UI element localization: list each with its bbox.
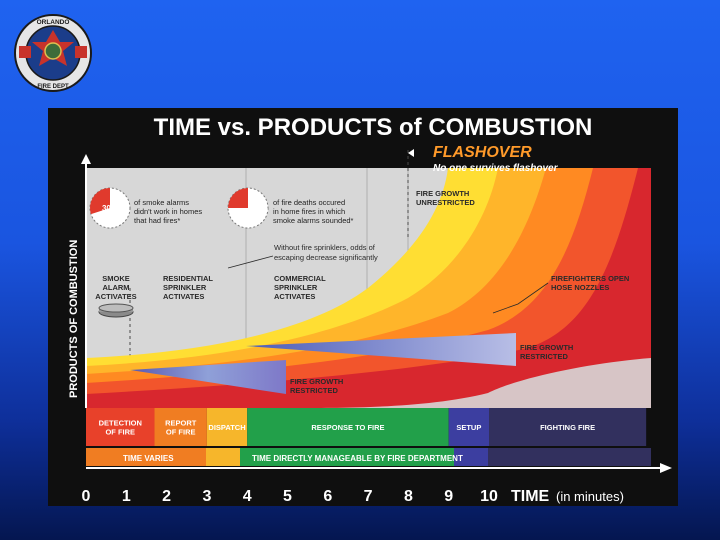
commercial-sprinkler-1: COMMERCIAL <box>274 274 326 283</box>
residential-sprinkler-3: ACTIVATES <box>163 292 204 301</box>
x-axis-label: TIME <box>511 488 550 505</box>
fire-deaths-pie-slice <box>228 188 248 208</box>
flashover-subtitle: No one survives flashover <box>433 163 559 174</box>
x-axis-ticks: 0 1 2 3 4 5 6 7 8 9 10 <box>82 488 498 505</box>
phase-block <box>206 408 248 446</box>
page-title: TIME vs. PRODUCTS of COMBUSTION <box>154 114 593 141</box>
without-sprinklers-1: Without fire sprinklers, odds of <box>274 243 376 252</box>
commercial-sprinkler-2: SPRINKLER <box>274 283 318 292</box>
phase-label: DISPATCH <box>208 423 245 432</box>
fire-growth-unrestricted-1: FIRE GROWTH <box>416 189 469 198</box>
firefighters-open-1: FIREFIGHTERS OPEN <box>551 274 629 283</box>
x-tick-label: 1 <box>122 488 131 505</box>
x-axis-unit: (in minutes) <box>556 489 624 504</box>
phase-block <box>86 408 155 446</box>
time-bar-left: TIME VARIES <box>123 454 174 463</box>
x-tick-label: 2 <box>162 488 171 505</box>
without-sprinklers-2: escaping decrease significantly <box>274 253 378 262</box>
fire-deaths-stat: 25% of fire deaths occured in home fires… <box>227 187 354 229</box>
fire-deaths-text-2: in home fires in which <box>273 207 345 216</box>
flashover-title: FLASHOVER <box>433 144 532 161</box>
y-axis-label: PRODUCTS OF COMBUSTION <box>68 240 80 398</box>
logo-bottom-text: FIRE DEPT <box>37 84 69 90</box>
smoke-alarm-stat: 30% of smoke alarms didn't work in homes… <box>89 187 202 229</box>
x-tick-label: 10 <box>480 488 498 505</box>
wedge-residential <box>130 360 286 394</box>
time-bar-right: TIME DIRECTLY MANAGEABLE BY FIRE DEPARTM… <box>252 454 463 463</box>
smoke-alarm-label-3: ACTIVATES <box>95 292 136 301</box>
fire-growth-restricted-right-1: FIRE GROWTH <box>520 343 573 352</box>
phase-label: REPORT <box>165 419 197 428</box>
commercial-sprinkler-3: ACTIVATES <box>274 292 315 301</box>
x-tick-label: 4 <box>243 488 252 505</box>
fire-department-logo: ORLANDO FIRE DEPT <box>14 14 92 92</box>
fire-growth-restricted-right-2: RESTRICTED <box>520 352 569 361</box>
fire-growth-unrestricted-2: UNRESTRICTED <box>416 198 475 207</box>
phase-label: OF FIRE <box>105 428 135 437</box>
firefighters-open-2: HOSE NOZZLES <box>551 283 609 292</box>
pointer-lines <box>227 255 549 314</box>
smoke-alarm-device <box>98 303 134 318</box>
phase-label: SETUP <box>456 423 481 432</box>
smoke-alarm-label-2: ALARM <box>102 283 129 292</box>
time-bar: TIME VARIES TIME DIRECTLY MANAGEABLE BY … <box>86 448 651 466</box>
phase-block <box>154 408 207 446</box>
fire-deaths-text-3: smoke alarms sounded* <box>273 216 354 225</box>
smoke-alarm-text-2: didn't work in homes <box>134 207 202 216</box>
x-tick-label: 5 <box>283 488 292 505</box>
combustion-diagram: PRODUCTS OF COMBUSTION TIME vs. PRODUCTS… <box>68 114 672 505</box>
smoke-alarm-label-1: SMOKE <box>102 274 130 283</box>
phase-block <box>247 408 449 446</box>
fire-deaths-percent: 25% <box>252 204 268 213</box>
phase-block <box>448 408 489 446</box>
phase-label: OF FIRE <box>166 428 196 437</box>
fire-growth-restricted-left-1: FIRE GROWTH <box>290 377 343 386</box>
x-tick-label: 3 <box>202 488 211 505</box>
fire-growth-restricted-left-2: RESTRICTED <box>290 386 339 395</box>
residential-sprinkler-2: SPRINKLER <box>163 283 207 292</box>
phase-block <box>489 408 647 446</box>
smoke-alarm-text-3: that had fires* <box>134 216 180 225</box>
phase-label: DETECTION <box>99 419 142 428</box>
residential-sprinkler-1: RESIDENTIAL <box>163 274 213 283</box>
x-tick-label: 8 <box>404 488 413 505</box>
smoke-alarm-text-1: of smoke alarms <box>134 198 189 207</box>
x-tick-label: 0 <box>82 488 91 505</box>
x-tick-label: 9 <box>444 488 453 505</box>
x-tick-label: 6 <box>323 488 332 505</box>
logo-top-text: ORLANDO <box>37 19 70 26</box>
phase-label: FIGHTING FIRE <box>540 423 595 432</box>
x-tick-label: 7 <box>364 488 373 505</box>
fire-deaths-text-1: of fire deaths occured <box>273 198 345 207</box>
wedge-commercial <box>246 333 516 366</box>
smoke-alarm-percent: 30% <box>102 204 118 213</box>
combustion-diagram-panel: PRODUCTS OF COMBUSTION TIME vs. PRODUCTS… <box>48 108 678 506</box>
smoke-alarm-pie-slice <box>89 188 110 215</box>
phase-label: RESPONSE TO FIRE <box>311 423 384 432</box>
